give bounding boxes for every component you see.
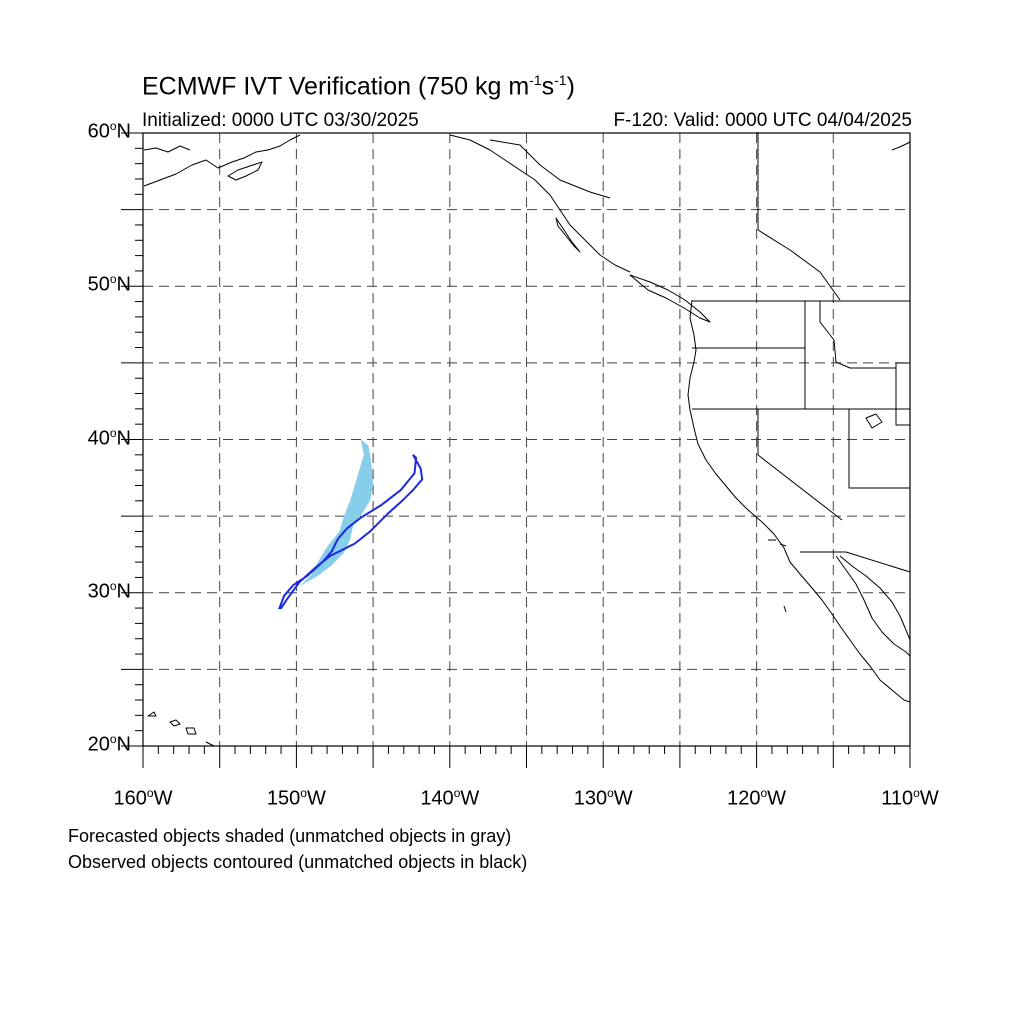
lat-label: 60oN — [87, 119, 131, 143]
axis-ticks — [121, 132, 911, 768]
coast-alaska-peninsula — [143, 145, 191, 153]
lat-label: 30oN — [87, 578, 131, 603]
coast-gulf-california — [835, 555, 911, 657]
lon-label: 130oW — [573, 786, 633, 810]
lon-label: 160oW — [113, 786, 173, 810]
lon-label: 120oW — [727, 786, 787, 810]
lon-label: 110oW — [881, 786, 939, 810]
observed-object-contour — [278, 454, 424, 610]
political-boundaries — [489, 132, 911, 573]
islands-haida-gwaii — [555, 217, 581, 253]
map-frame — [142, 132, 911, 747]
island-kodiak — [227, 161, 263, 181]
island-hawaii — [147, 711, 215, 747]
island-vancouver — [629, 274, 711, 323]
island-guadalupe — [783, 605, 787, 613]
island-channel — [768, 539, 787, 547]
legend-observed: Observed objects contoured (unmatched ob… — [68, 852, 528, 872]
valid-time: F-120: Valid: 0000 UTC 04/04/2025 — [613, 110, 912, 131]
coast-west-us — [687, 299, 911, 703]
coast-alaska — [143, 134, 301, 187]
coast-hudson-ne — [891, 141, 911, 151]
lon-label: 140oW — [420, 786, 480, 810]
forecast-object-shaded — [299, 439, 374, 587]
coast-mainland-mexico — [839, 555, 911, 641]
initialized-time: Initialized: 0000 UTC 03/30/2025 — [142, 110, 419, 131]
legend-forecast: Forecasted objects shaded (unmatched obj… — [68, 826, 512, 846]
lon-label: 150oW — [266, 786, 326, 810]
lat-label: 50oN — [87, 272, 131, 296]
lat-label: 20oN — [87, 732, 131, 756]
lake-great-salt — [865, 413, 883, 429]
graticule — [143, 133, 910, 746]
map-title: ECMWF IVT Verification (750 kg m-1s-1) — [142, 72, 575, 101]
coastlines — [143, 132, 911, 747]
coast-se-alaska — [449, 134, 631, 273]
lat-label: 40oN — [87, 425, 131, 450]
